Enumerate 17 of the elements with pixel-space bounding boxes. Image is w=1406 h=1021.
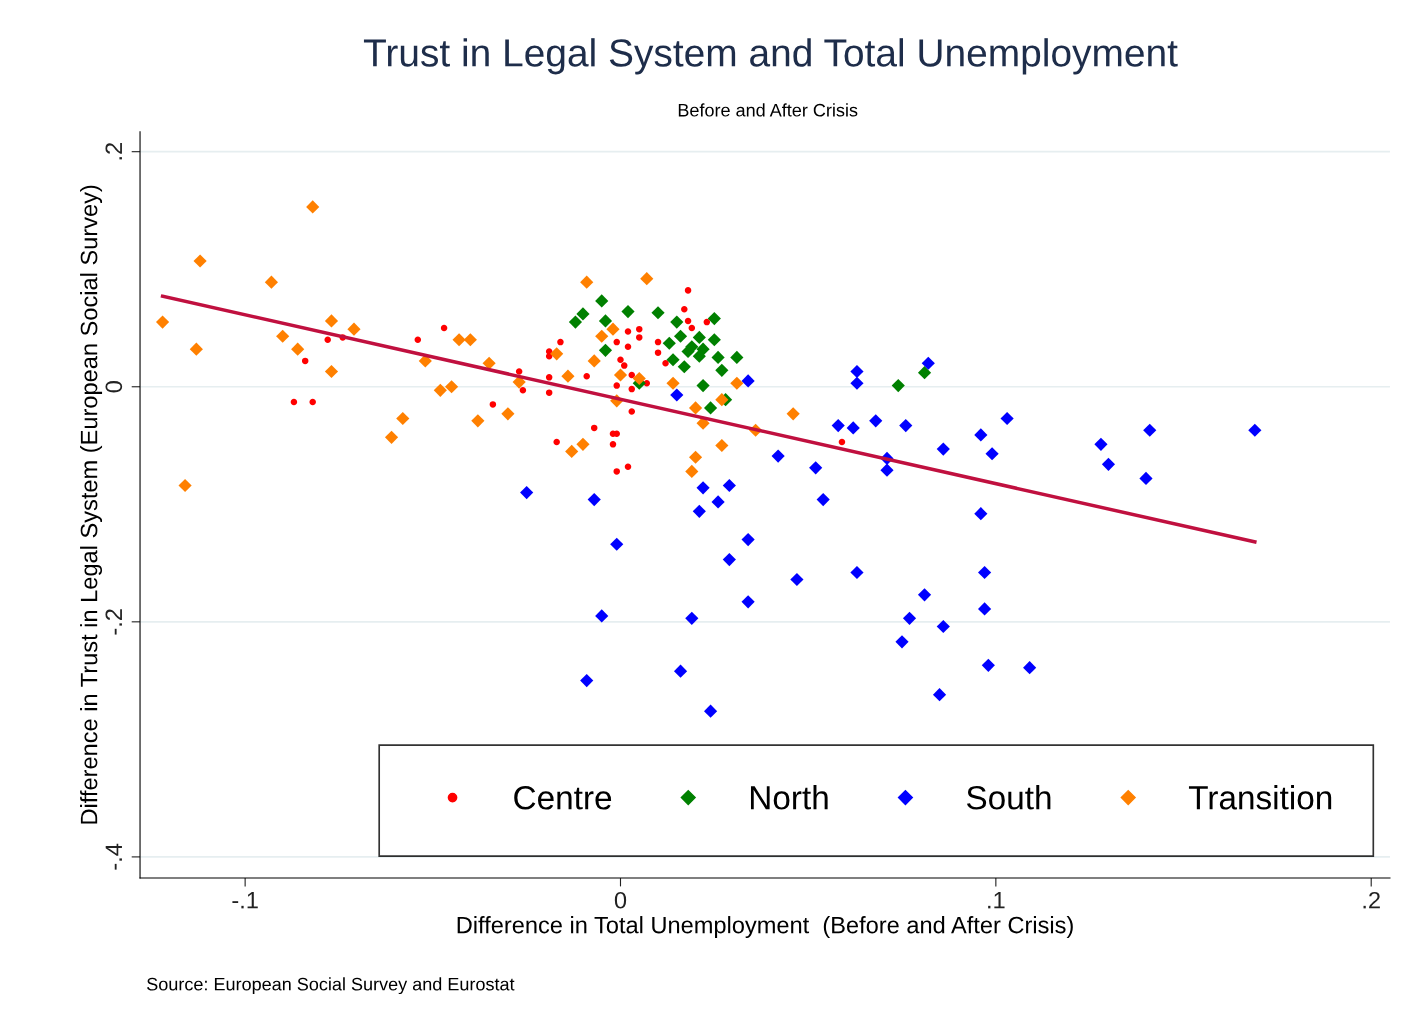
x-axis-title: Difference in Total Unemployment (Before and After Crisis) [457,916,1073,939]
y-tick-label: -.2 [105,609,122,635]
x-tick-label: .2 [1363,891,1380,909]
chart-subtitle: Before and After Crisis [678,103,858,117]
legend-label: North [750,785,828,810]
legend-label: Centre [514,785,612,810]
y-tick-label: -.4 [105,843,122,870]
x-tick-label: 0 [614,891,627,909]
y-tick-label: 0 [105,381,123,393]
x-tick-label: .1 [988,892,1005,909]
y-axis-title: Difference in Trust in Legal System (European Social Survey) [80,185,103,824]
legend-label: South [966,785,1051,810]
x-tick-label: -.1 [232,892,258,909]
chart-title: Trust in Legal System and Total Unemployment [363,38,1178,75]
legend-label: Transition [1188,785,1332,810]
source-note: Source: European Social Survey and Eurostat [147,977,515,995]
y-tick-label: .2 [105,143,122,160]
